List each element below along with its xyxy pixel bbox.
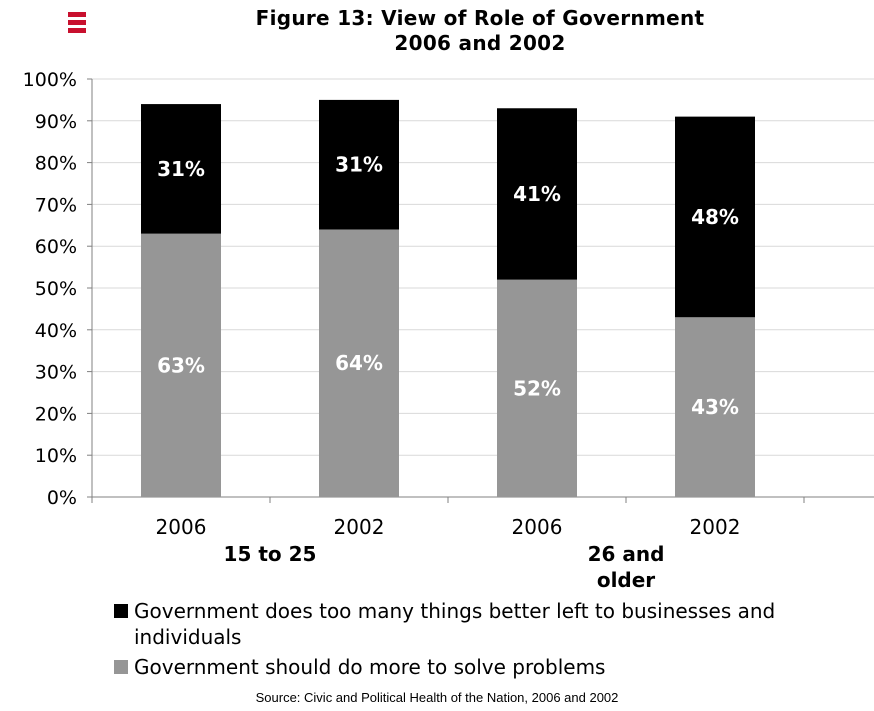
legend-swatch-black	[114, 604, 128, 618]
data-label: 52%	[513, 376, 561, 400]
y-tick-label: 0%	[47, 487, 77, 509]
y-tick-label: 20%	[35, 403, 77, 425]
logo-icon	[68, 12, 86, 34]
legend-label-government: Government should do more to solve probl…	[134, 655, 606, 679]
group-label: older	[597, 568, 655, 592]
legend-label-line: individuals	[134, 625, 242, 649]
legend-label-business: Government does too many things better l…	[134, 598, 775, 650]
x-tick-label: 2006	[156, 515, 207, 539]
x-tick-label: 2002	[690, 515, 741, 539]
data-label: 43%	[691, 395, 739, 419]
group-label: 26 and	[588, 542, 665, 566]
bar-segment-gov-too-much	[675, 116, 755, 318]
legend-label-line: Government does too many things better l…	[134, 599, 776, 623]
data-label: 31%	[335, 153, 383, 177]
bar-chart: 0% 10% 20% 30% 40% 50% 60% 70% 80% 90% 100% 63% 31% 2…	[23, 69, 874, 592]
bar-segment-gov-more	[319, 229, 399, 498]
y-tick-label: 40%	[35, 320, 77, 342]
y-tick-label: 50%	[35, 278, 77, 300]
data-label: 48%	[691, 205, 739, 229]
data-label: 31%	[157, 157, 205, 181]
bar-segment-gov-more	[497, 279, 577, 497]
chart-subtitle: 2006 and 2002	[394, 31, 566, 55]
x-tick-label: 2002	[334, 515, 385, 539]
y-tick-label: 10%	[35, 445, 77, 467]
y-tick-label: 100%	[23, 69, 77, 91]
y-tick-label: 60%	[35, 236, 77, 258]
bar-segment-gov-too-much	[497, 108, 577, 280]
source-note: Source: Civic and Political Health of th…	[255, 690, 619, 705]
legend-item-government: Government should do more to solve probl…	[114, 654, 874, 680]
data-label: 63%	[157, 353, 205, 377]
y-tick-label: 70%	[35, 194, 77, 216]
y-tick-label: 30%	[35, 362, 77, 384]
bar-segment-gov-too-much	[141, 104, 221, 234]
y-tick-label: 80%	[35, 153, 77, 175]
bar-segment-gov-more	[141, 233, 221, 497]
bar-segment-gov-too-much	[319, 99, 399, 230]
chart-title: Figure 13: View of Role of Government	[255, 6, 705, 30]
bar-segment-gov-more	[675, 317, 755, 497]
legend-item-business: Government does too many things better l…	[114, 598, 874, 650]
group-label: 15 to 25	[224, 542, 317, 566]
data-label: 41%	[513, 182, 561, 206]
data-label: 64%	[335, 351, 383, 375]
legend-swatch-gray	[114, 660, 128, 674]
y-tick-label: 90%	[35, 111, 77, 133]
x-tick-label: 2006	[512, 515, 563, 539]
